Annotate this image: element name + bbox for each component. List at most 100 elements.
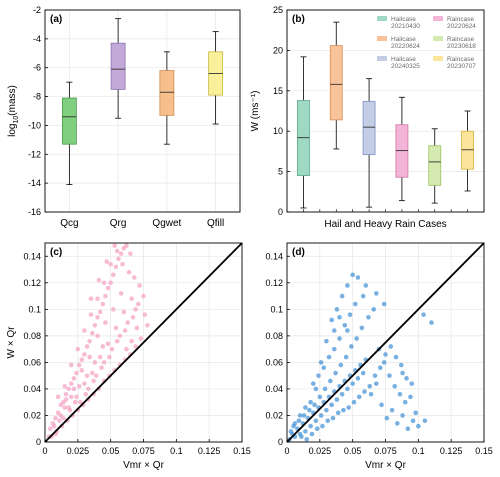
x-tick-label: Qfill <box>207 218 224 229</box>
scatter-point <box>99 365 104 371</box>
scatter-point <box>408 394 413 400</box>
y-tick-label: 0.1 <box>270 304 283 314</box>
scatter-point <box>354 336 359 341</box>
scatter-point <box>314 426 320 432</box>
scatter-point <box>341 407 346 413</box>
scatter-point <box>379 402 384 408</box>
scatter-point <box>366 314 371 320</box>
y-tick-label: 0.08 <box>265 331 283 341</box>
y-tick-label: 0.14 <box>23 251 41 261</box>
scatter-point <box>296 418 302 424</box>
scatter-point <box>118 291 124 296</box>
scatter-point <box>124 346 129 352</box>
legend-swatch <box>433 16 443 21</box>
box-Qfill <box>208 31 224 125</box>
box-body <box>61 97 77 145</box>
x-axis-label: Hail and Heavy Rain Cases <box>324 219 446 230</box>
scatter-point <box>338 362 344 368</box>
scatter-point <box>118 251 124 256</box>
x-tick-label: 0.025 <box>67 446 90 456</box>
box-Hailcase-20220624 <box>329 21 343 150</box>
x-axis-label: Vmr × Qr <box>123 460 165 471</box>
scatter-point <box>413 410 419 416</box>
y-tick-label: -16 <box>28 207 41 217</box>
scatter-point <box>71 376 77 381</box>
scatter-point <box>355 275 361 280</box>
scatter-point <box>82 352 87 357</box>
y-tick-label: 25 <box>273 5 283 15</box>
scatter-point <box>308 399 313 405</box>
scatter-point <box>342 322 348 328</box>
x-tick-label: Qgwet <box>152 218 181 229</box>
axes-frame <box>286 9 485 213</box>
scatter-point <box>416 423 421 429</box>
scatter-point <box>101 360 107 365</box>
x-axis-label: Vmr × Qr <box>365 460 407 471</box>
scatter-point <box>371 307 376 312</box>
x-tick-label: Qcg <box>60 218 78 229</box>
scatter-point <box>76 362 82 368</box>
scatter-point <box>374 291 379 296</box>
scatter-point <box>339 293 345 299</box>
scatter-point <box>346 405 352 410</box>
scatter-point <box>299 434 304 439</box>
y-tick-label: 15 <box>273 86 283 96</box>
scatter-point <box>145 322 150 328</box>
x-tick-label: 0.1 <box>412 446 425 456</box>
scatter-point <box>317 394 323 400</box>
y-tick-label: 0.04 <box>23 384 41 394</box>
scatter-point <box>409 381 415 386</box>
scatter-point <box>93 373 99 378</box>
scatter-point <box>398 362 404 368</box>
y-tick-label: 0.06 <box>265 357 283 367</box>
scatter-point <box>345 328 350 333</box>
scatter-point <box>400 370 405 376</box>
scatter-point <box>141 293 146 299</box>
scatter-point <box>334 307 340 312</box>
scatter-points <box>46 243 150 439</box>
scatter-point <box>359 325 365 331</box>
scatter-point <box>88 296 94 302</box>
legend-label-line1: Raincase <box>447 16 474 23</box>
y-tick-label: -2 <box>33 5 41 15</box>
scatter-point <box>135 301 141 307</box>
scatter-point <box>374 381 379 386</box>
scatter-point <box>307 407 312 413</box>
x-tick-label: 0.15 <box>475 446 493 456</box>
scatter-point <box>324 407 329 413</box>
scatter-point <box>360 370 366 376</box>
scatter-point <box>114 248 120 254</box>
scatter-point <box>330 415 336 421</box>
scatter-point <box>349 344 354 349</box>
scatter-point <box>421 312 426 317</box>
scatter-point <box>402 399 408 405</box>
scatter-point <box>78 399 83 405</box>
scatter-point <box>383 352 388 357</box>
scatter-point <box>381 360 387 365</box>
diagonal-line <box>286 242 485 443</box>
scatter-point <box>352 301 358 307</box>
scatter-point <box>67 407 73 413</box>
panel-a: -16 -14 -12 -10 -8 -6 -4 -2 Qcg Qrg Qgwet Qfill log1… <box>7 5 241 229</box>
scatter-point <box>96 277 102 283</box>
scatter-point <box>47 426 53 432</box>
legend-label-line2: 20240325 <box>391 63 420 70</box>
scatter-point <box>110 272 116 278</box>
x-tick-label: 0.075 <box>132 446 155 456</box>
box-Hailcase-20210430 <box>297 56 310 209</box>
scatter-point <box>120 261 125 267</box>
x-tick-label: 0.075 <box>374 446 397 456</box>
scatter-point <box>61 415 66 421</box>
scatter-point <box>84 373 90 378</box>
scatter-point <box>68 362 74 368</box>
scatter-point <box>75 346 81 352</box>
scatter-point <box>350 272 355 278</box>
scatter-point <box>329 317 334 323</box>
scatter-points <box>287 272 434 442</box>
y-tick-label: -8 <box>33 92 41 102</box>
scatter-point <box>324 338 329 344</box>
scatter-point <box>303 429 308 434</box>
scatter-point <box>304 437 310 442</box>
box-Qrg <box>110 18 126 119</box>
scatter-point <box>133 307 138 312</box>
